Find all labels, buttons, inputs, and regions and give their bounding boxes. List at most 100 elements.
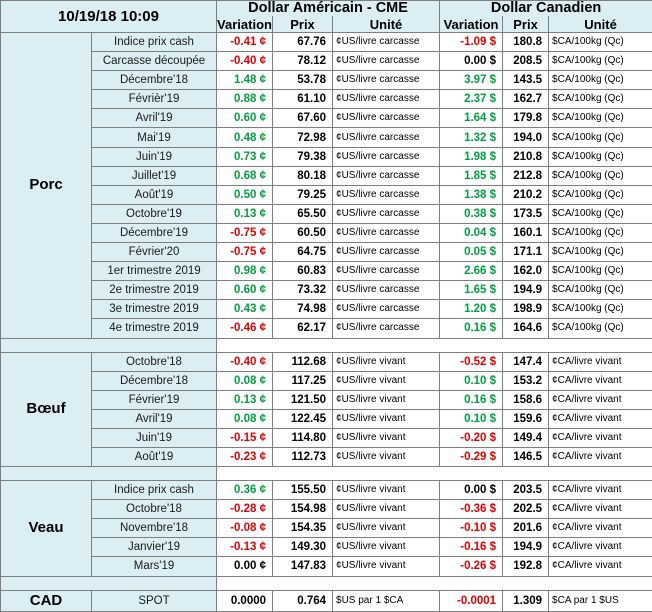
usd-variation: 0.60 ¢ bbox=[217, 281, 273, 300]
cad-variation: 1.32 $ bbox=[440, 128, 503, 147]
usd-price: 155.50 bbox=[273, 481, 333, 500]
cad-variation: 0.00 $ bbox=[440, 52, 503, 71]
cad-price: 173.5 bbox=[503, 204, 549, 223]
usd-price: 114.80 bbox=[273, 428, 333, 447]
cad-variation: 0.10 $ bbox=[440, 371, 503, 390]
cad-price: 192.8 bbox=[503, 557, 549, 576]
usd-unit: ¢US/livre vivant bbox=[333, 519, 440, 538]
contract-label: Juin'19 bbox=[92, 428, 217, 447]
cad-price: 203.5 bbox=[503, 481, 549, 500]
usd-unit: ¢US/livre vivant bbox=[333, 409, 440, 428]
cad-unit: $CA par 1 $US bbox=[549, 590, 652, 611]
usd-variation: 0.13 ¢ bbox=[217, 390, 273, 409]
usd-unit: ¢US/livre vivant bbox=[333, 447, 440, 466]
cad-price: 194.9 bbox=[503, 538, 549, 557]
usd-variation: -0.13 ¢ bbox=[217, 538, 273, 557]
table-row: Octobre'18-0.28 ¢154.98¢US/livre vivant-… bbox=[1, 500, 652, 519]
table-row: Juin'19-0.15 ¢114.80¢US/livre vivant-0.2… bbox=[1, 428, 652, 447]
usd-variation: 1.48 ¢ bbox=[217, 71, 273, 90]
cad-variation: -0.10 $ bbox=[440, 519, 503, 538]
contract-label: Avril'19 bbox=[92, 409, 217, 428]
usd-price: 74.98 bbox=[273, 300, 333, 319]
price-sheet: 10/19/18 10:09 Dollar Américain - CME Do… bbox=[0, 0, 652, 583]
usd-price: 0.764 bbox=[273, 590, 333, 611]
usd-unit: ¢US/livre carcasse bbox=[333, 204, 440, 223]
usd-unit: ¢US/livre carcasse bbox=[333, 128, 440, 147]
usd-variation: -0.46 ¢ bbox=[217, 319, 273, 338]
cad-variation: 0.05 $ bbox=[440, 243, 503, 262]
cad-unit: $CA/100kg (Qc) bbox=[549, 223, 652, 242]
cad-price: 198.9 bbox=[503, 300, 549, 319]
table-row: Janvier'19-0.13 ¢149.30¢US/livre vivant-… bbox=[1, 538, 652, 557]
usd-price: 60.50 bbox=[273, 223, 333, 242]
spacer-cell bbox=[217, 467, 652, 481]
cad-unit: ¢CA/livre vivant bbox=[549, 428, 652, 447]
usd-unit: ¢US/livre vivant bbox=[333, 481, 440, 500]
usd-unit: $US par 1 $CA bbox=[333, 590, 440, 611]
cad-unit: $CA/100kg (Qc) bbox=[549, 52, 652, 71]
cad-variation: 2.66 $ bbox=[440, 262, 503, 281]
cad-unit: $CA/100kg (Qc) bbox=[549, 147, 652, 166]
cad-unit: ¢CA/livre vivant bbox=[549, 371, 652, 390]
usd-unit: ¢US/livre carcasse bbox=[333, 243, 440, 262]
cad-price: 147.4 bbox=[503, 352, 549, 371]
cad-variation: 0.38 $ bbox=[440, 204, 503, 223]
contract-label: 1er trimestre 2019 bbox=[92, 262, 217, 281]
cad-variation-header: Variation bbox=[440, 16, 503, 33]
contract-label: 3e trimestre 2019 bbox=[92, 300, 217, 319]
usd-price: 79.25 bbox=[273, 185, 333, 204]
cad-variation: 0.16 $ bbox=[440, 319, 503, 338]
contract-label: Févrièr'19 bbox=[92, 90, 217, 109]
usd-variation: -0.75 ¢ bbox=[217, 243, 273, 262]
usd-variation: -0.23 ¢ bbox=[217, 447, 273, 466]
cad-price: 194.9 bbox=[503, 281, 549, 300]
usd-unit: ¢US/livre carcasse bbox=[333, 147, 440, 166]
cad-price: 212.8 bbox=[503, 166, 549, 185]
table-row: Carcasse découpée-0.40 ¢78.12¢US/livre c… bbox=[1, 52, 652, 71]
cad-price: 171.1 bbox=[503, 243, 549, 262]
table-row: Novembre'18-0.08 ¢154.35¢US/livre vivant… bbox=[1, 519, 652, 538]
cad-unit: $CA/100kg (Qc) bbox=[549, 262, 652, 281]
usd-price: 53.78 bbox=[273, 71, 333, 90]
usd-variation: 0.43 ¢ bbox=[217, 300, 273, 319]
usd-variation: -0.40 ¢ bbox=[217, 352, 273, 371]
cad-variation: 0.04 $ bbox=[440, 223, 503, 242]
section-name: Veau bbox=[1, 481, 92, 576]
usd-unit: ¢US/livre carcasse bbox=[333, 90, 440, 109]
usd-unit: ¢US/livre vivant bbox=[333, 557, 440, 576]
usd-variation: 0.00 ¢ bbox=[217, 557, 273, 576]
usd-unit: ¢US/livre carcasse bbox=[333, 223, 440, 242]
usd-unit: ¢US/livre vivant bbox=[333, 538, 440, 557]
cad-price: 208.5 bbox=[503, 52, 549, 71]
cad-unit: $CA/100kg (Qc) bbox=[549, 128, 652, 147]
cad-variation: 0.00 $ bbox=[440, 481, 503, 500]
cad-variation: -0.29 $ bbox=[440, 447, 503, 466]
contract-label: Avril'19 bbox=[92, 109, 217, 128]
usd-variation: -0.41 ¢ bbox=[217, 33, 273, 52]
usd-unit: ¢US/livre carcasse bbox=[333, 166, 440, 185]
contract-label: Février'19 bbox=[92, 390, 217, 409]
cad-unit: ¢CA/livre vivant bbox=[549, 557, 652, 576]
cad-price: 160.1 bbox=[503, 223, 549, 242]
contract-label: Août'19 bbox=[92, 185, 217, 204]
cad-variation: 2.37 $ bbox=[440, 90, 503, 109]
cad-unit: $CA/100kg (Qc) bbox=[549, 71, 652, 90]
table-row: 4e trimestre 2019-0.46 ¢62.17¢US/livre c… bbox=[1, 319, 652, 338]
usd-variation: 0.08 ¢ bbox=[217, 371, 273, 390]
cad-unit: $CA/100kg (Qc) bbox=[549, 109, 652, 128]
contract-label: Août'19 bbox=[92, 447, 217, 466]
cad-unite-header: Unité bbox=[549, 16, 652, 33]
usd-unit: ¢US/livre carcasse bbox=[333, 319, 440, 338]
usd-variation: 0.88 ¢ bbox=[217, 90, 273, 109]
